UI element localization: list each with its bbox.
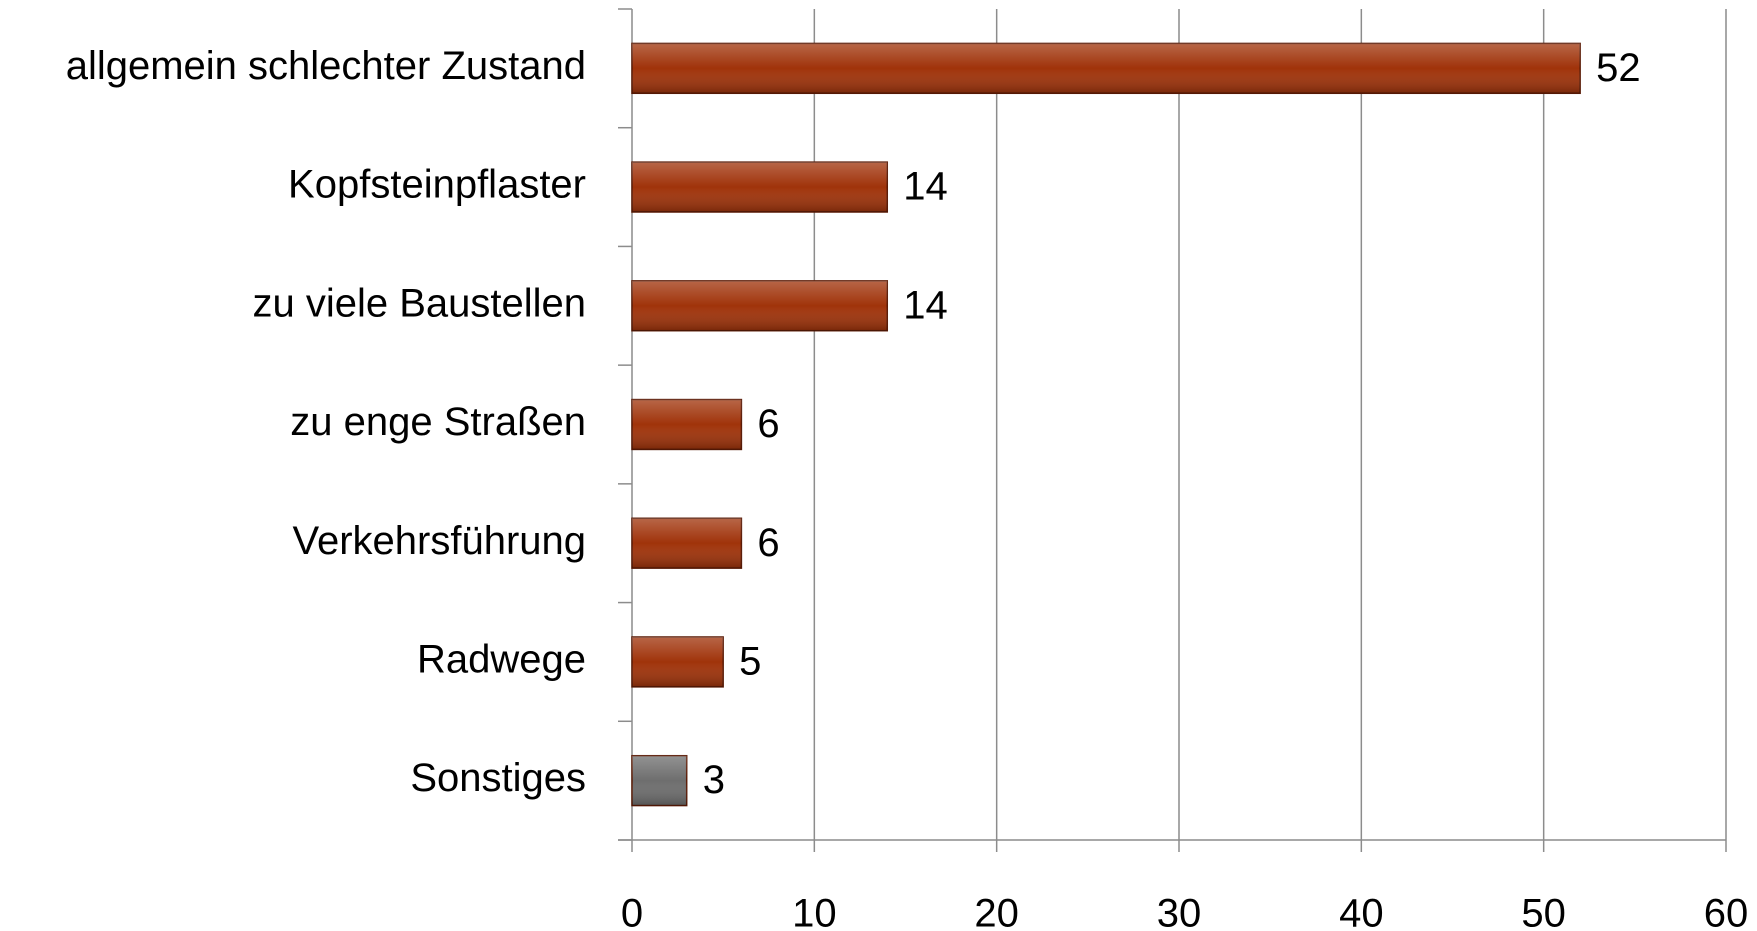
bar-shade [632, 518, 742, 569]
x-tick-label: 10 [792, 892, 837, 931]
data-label: 5 [739, 639, 761, 683]
x-tick-label: 0 [621, 892, 643, 931]
y-tick-label: allgemein schlechter Zustand [66, 44, 586, 88]
y-tick-label: Radwege [417, 637, 586, 681]
bar-shade [632, 43, 1581, 94]
y-tick-label: Kopfsteinpflaster [288, 163, 586, 207]
data-label: 52 [1596, 46, 1641, 90]
data-label: 6 [757, 402, 779, 446]
bar-shade [632, 162, 888, 213]
bar-shade [632, 755, 687, 806]
x-tick-label: 20 [974, 892, 1019, 931]
x-tick-label: 60 [1704, 892, 1749, 931]
data-label: 3 [703, 758, 725, 802]
bar-shade [632, 280, 888, 331]
bar-shade [632, 636, 724, 687]
x-tick-label: 30 [1157, 892, 1202, 931]
y-tick-label: zu viele Baustellen [252, 281, 586, 325]
bar-shade [632, 399, 742, 450]
y-tick-label: zu enge Straßen [290, 400, 586, 444]
data-label: 14 [903, 283, 948, 327]
data-label: 14 [903, 165, 948, 209]
x-tick-label: 50 [1521, 892, 1566, 931]
x-tick-label: 40 [1339, 892, 1384, 931]
y-tick-label: Verkehrsführung [292, 519, 586, 563]
y-tick-label: Sonstiges [410, 756, 586, 800]
data-label: 6 [757, 521, 779, 565]
